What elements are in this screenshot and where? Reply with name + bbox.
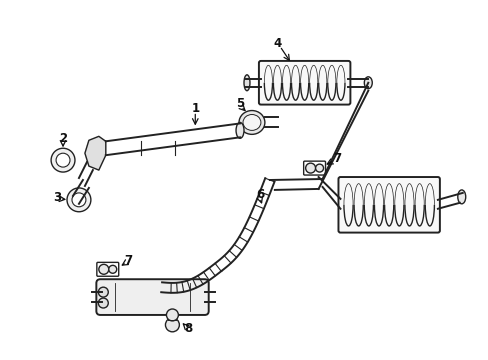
- FancyBboxPatch shape: [338, 177, 439, 233]
- Text: 1: 1: [191, 102, 199, 115]
- Text: 6: 6: [255, 188, 264, 201]
- Circle shape: [315, 164, 323, 172]
- FancyBboxPatch shape: [258, 61, 350, 105]
- Circle shape: [305, 163, 315, 173]
- Ellipse shape: [244, 75, 249, 91]
- Circle shape: [51, 148, 75, 172]
- Text: 2: 2: [59, 132, 67, 145]
- Ellipse shape: [239, 111, 264, 134]
- FancyBboxPatch shape: [96, 279, 208, 315]
- Ellipse shape: [457, 190, 465, 204]
- Ellipse shape: [98, 287, 108, 297]
- Circle shape: [56, 153, 70, 167]
- Circle shape: [72, 193, 86, 207]
- Ellipse shape: [98, 298, 108, 308]
- Circle shape: [99, 264, 108, 274]
- Ellipse shape: [364, 77, 371, 89]
- Text: 5: 5: [235, 97, 244, 110]
- Text: 3: 3: [53, 192, 61, 204]
- Text: 7: 7: [124, 254, 132, 267]
- Ellipse shape: [236, 122, 244, 138]
- Circle shape: [165, 318, 179, 332]
- Polygon shape: [85, 136, 105, 170]
- Text: 4: 4: [273, 37, 282, 50]
- Circle shape: [67, 188, 91, 212]
- Circle shape: [108, 265, 117, 273]
- Circle shape: [166, 309, 178, 321]
- Text: 8: 8: [184, 322, 192, 336]
- Text: 7: 7: [333, 152, 341, 165]
- Ellipse shape: [243, 114, 261, 130]
